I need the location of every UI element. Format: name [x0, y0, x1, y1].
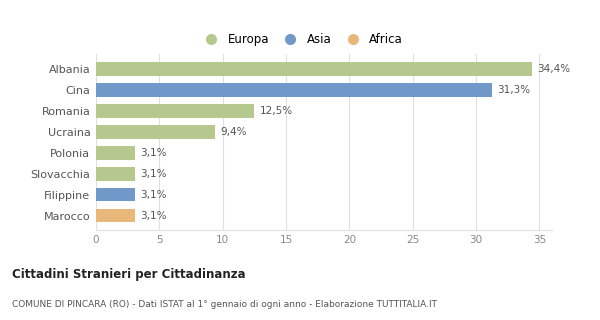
- Text: 9,4%: 9,4%: [220, 127, 247, 137]
- Bar: [96, 125, 215, 139]
- Legend: Europa, Asia, Africa: Europa, Asia, Africa: [194, 28, 408, 51]
- Bar: [96, 209, 135, 222]
- Text: 3,1%: 3,1%: [140, 211, 167, 220]
- Bar: [96, 104, 254, 118]
- Text: COMUNE DI PINCARA (RO) - Dati ISTAT al 1° gennaio di ogni anno - Elaborazione TU: COMUNE DI PINCARA (RO) - Dati ISTAT al 1…: [12, 300, 437, 309]
- Text: 31,3%: 31,3%: [497, 85, 530, 95]
- Text: 34,4%: 34,4%: [537, 64, 570, 74]
- Text: 3,1%: 3,1%: [140, 169, 167, 179]
- Bar: [96, 146, 135, 160]
- Text: 3,1%: 3,1%: [140, 190, 167, 200]
- Text: Cittadini Stranieri per Cittadinanza: Cittadini Stranieri per Cittadinanza: [12, 268, 245, 281]
- Text: 12,5%: 12,5%: [259, 106, 293, 116]
- Bar: [96, 62, 532, 76]
- Bar: [96, 188, 135, 202]
- Bar: [96, 83, 493, 97]
- Bar: [96, 167, 135, 180]
- Text: 3,1%: 3,1%: [140, 148, 167, 158]
